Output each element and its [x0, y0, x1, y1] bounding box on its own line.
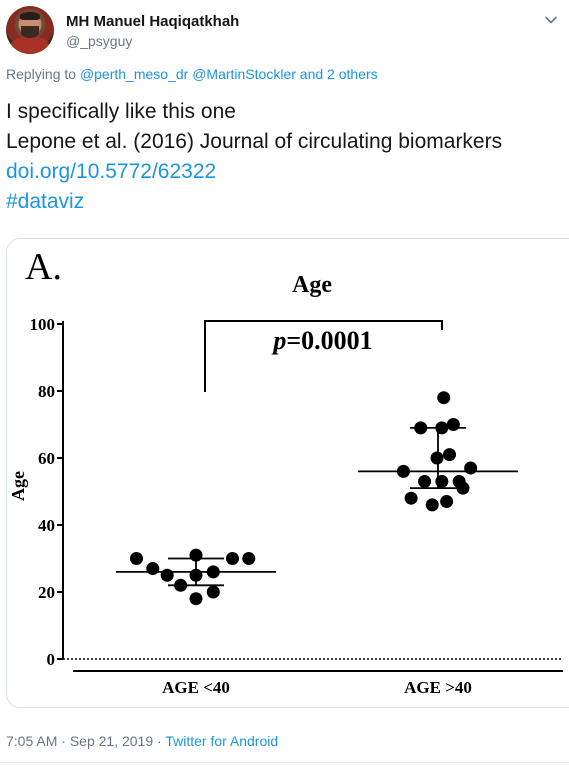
data-point [146, 562, 160, 576]
data-point [396, 464, 410, 478]
tweet-time[interactable]: 7:05 AM [6, 733, 58, 749]
others-link[interactable]: and 2 others [299, 66, 378, 82]
data-point [435, 474, 449, 488]
display-name[interactable]: MH Manuel Haqiqatkhah [66, 13, 240, 30]
dot-separator: · [157, 733, 162, 749]
significance-bracket [204, 320, 443, 392]
data-point [464, 461, 478, 475]
chart-title: Age [292, 272, 332, 298]
tweet-date[interactable]: Sep 21, 2019 [69, 733, 154, 749]
panel-label: A. [25, 246, 62, 288]
p-symbol: p [271, 326, 286, 355]
data-point [414, 421, 428, 435]
y-tick-label: 20 [38, 583, 55, 602]
data-point [404, 491, 418, 505]
data-point [440, 495, 454, 509]
y-tick-label: 100 [30, 315, 56, 334]
data-marks [116, 391, 518, 606]
doi-link[interactable]: doi.org/10.5772/62322 [6, 160, 217, 183]
mention-link[interactable]: @perth_meso_dr [79, 66, 189, 82]
x-tick-label: AGE >40 [404, 678, 472, 697]
tweet-line: Lepone et al. (2016) Journal of circulat… [6, 130, 503, 153]
avatar[interactable] [6, 6, 54, 54]
data-point [206, 565, 220, 579]
data-point [189, 568, 203, 582]
data-point [456, 481, 470, 495]
svg-text:p=0.0001: p=0.0001 [271, 326, 372, 355]
data-point [437, 391, 451, 405]
axes: 0 20 40 60 80 100 [30, 315, 563, 672]
tweet-text: I specifically like this one Lepone et a… [6, 97, 502, 217]
p-value-annotation: p=0.0001 [204, 320, 443, 392]
y-tick-label: 60 [38, 449, 55, 468]
y-tick-label: 0 [47, 650, 56, 669]
data-point [418, 474, 432, 488]
data-point [206, 585, 220, 599]
dot-separator: · [61, 733, 66, 749]
data-point [443, 448, 457, 462]
user-handle[interactable]: @_psyguy [66, 33, 133, 49]
chevron-down-icon[interactable] [543, 12, 559, 28]
tweet-header: MH Manuel Haqiqatkhah @_psyguy [6, 6, 569, 56]
image-card[interactable]: A. Age Age 0 20 40 60 80 100 AGE <40 AGE >40 … [6, 238, 569, 708]
data-point [446, 418, 460, 431]
tweet-source[interactable]: Twitter for Android [165, 733, 279, 749]
data-point [174, 578, 188, 592]
data-point [189, 548, 203, 562]
tweet-footer: 7:05 AM · Sep 21, 2019 · Twitter for And… [6, 733, 278, 749]
data-point [242, 552, 256, 565]
y-tick-label: 80 [38, 382, 55, 401]
y-axis-label: Age [8, 471, 28, 501]
data-point [425, 498, 439, 512]
p-value: =0.0001 [286, 326, 372, 355]
y-tick-label: 40 [38, 516, 55, 535]
mention-link[interactable]: @MartinStockler [192, 66, 296, 82]
data-point [430, 451, 444, 465]
divider [0, 762, 569, 763]
replying-prefix: Replying to [6, 66, 77, 82]
replying-to: Replying to @perth_meso_dr @MartinStockl… [6, 66, 378, 82]
data-point [160, 568, 174, 582]
hashtag-link[interactable]: #dataviz [6, 190, 85, 213]
data-point [225, 552, 239, 565]
data-point [129, 552, 143, 565]
tweet-line: I specifically like this one [6, 100, 236, 123]
data-point [189, 592, 203, 606]
data-point [435, 421, 449, 435]
x-tick-label: AGE <40 [162, 678, 230, 697]
